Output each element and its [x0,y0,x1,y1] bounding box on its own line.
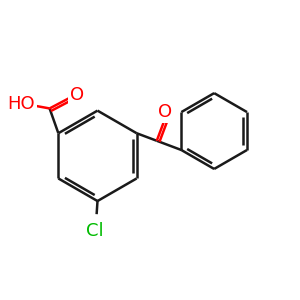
Text: O: O [158,103,172,121]
Text: Cl: Cl [86,222,104,240]
Text: O: O [70,86,84,104]
Text: HO: HO [8,95,35,113]
